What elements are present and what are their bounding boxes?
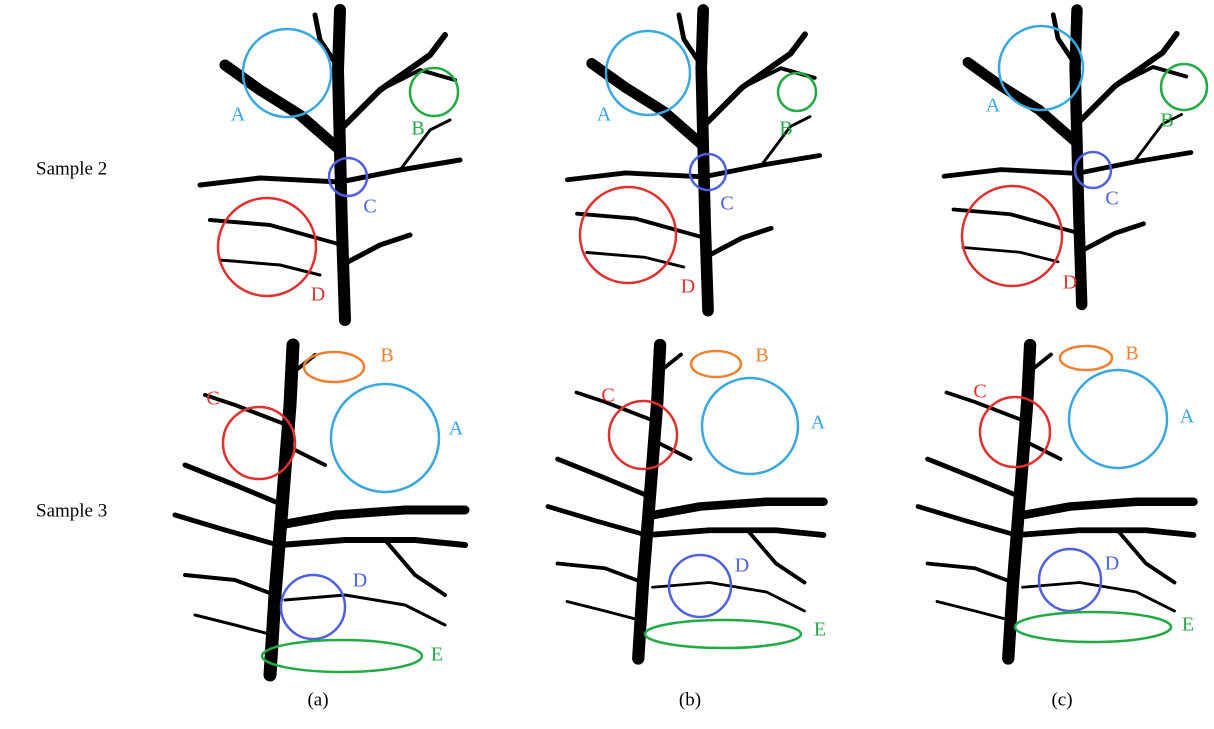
branch-image: [200, 10, 460, 320]
annotation-label: C: [206, 388, 219, 410]
annotation-circle: [331, 384, 439, 492]
column-caption: (c): [1051, 689, 1072, 710]
annotation-label: D: [1105, 553, 1119, 575]
annotation-label: B: [1160, 110, 1173, 132]
row-label: Sample 2: [36, 158, 107, 179]
annotation-label: A: [986, 95, 1001, 117]
annotation-circle: [1060, 346, 1112, 370]
annotation-label: E: [814, 619, 826, 641]
annotation-circle: [1161, 64, 1207, 110]
annotation-label: D: [681, 276, 695, 298]
annotation-circle: [1039, 549, 1101, 611]
annotation-label: B: [380, 345, 393, 367]
annotation-circle: [1069, 370, 1167, 468]
annotation-circle: [262, 640, 422, 672]
annotation-label: A: [1180, 406, 1195, 428]
annotation-label: C: [601, 385, 614, 407]
column-caption: (a): [307, 689, 328, 710]
annotation-circle: [218, 198, 316, 296]
column-caption: (b): [679, 689, 701, 710]
annotation-label: B: [755, 345, 768, 367]
row-label: Sample 3: [36, 500, 107, 521]
annotation-circle: [962, 186, 1062, 286]
annotation-label: C: [363, 196, 376, 218]
annotation-circle: [645, 620, 801, 648]
annotation-circle: [1015, 612, 1171, 642]
annotation-circle: [980, 397, 1050, 467]
annotation-label: A: [449, 418, 464, 440]
annotation-label: B: [779, 118, 792, 140]
annotation-circle: [281, 575, 345, 639]
annotation-label: A: [597, 104, 612, 126]
annotation-label: C: [973, 381, 986, 403]
annotation-circle: [778, 73, 816, 111]
annotation-label: E: [431, 644, 443, 666]
annotation-label: D: [311, 284, 325, 306]
annotation-circle: [691, 351, 741, 377]
annotation-circle: [580, 187, 676, 283]
branch-image: [944, 10, 1191, 305]
annotation-circle: [304, 352, 364, 382]
annotation-label: C: [720, 193, 733, 215]
annotation-label: C: [1105, 188, 1118, 210]
annotation-circle: [702, 378, 798, 474]
branch-image: [918, 345, 1194, 659]
annotation-label: D: [353, 570, 367, 592]
annotation-label: E: [1182, 614, 1194, 636]
annotation-label: A: [231, 104, 246, 126]
annotation-label: A: [811, 412, 826, 434]
annotation-label: D: [1063, 272, 1077, 294]
annotation-circle: [609, 401, 677, 469]
annotation-label: D: [735, 555, 749, 577]
annotation-label: B: [411, 118, 424, 140]
annotation-label: B: [1125, 343, 1138, 365]
figure: A B C D A B C D A B C D A B C D E A B C D E A B C D E Sample 2 Samp…: [0, 0, 1214, 724]
